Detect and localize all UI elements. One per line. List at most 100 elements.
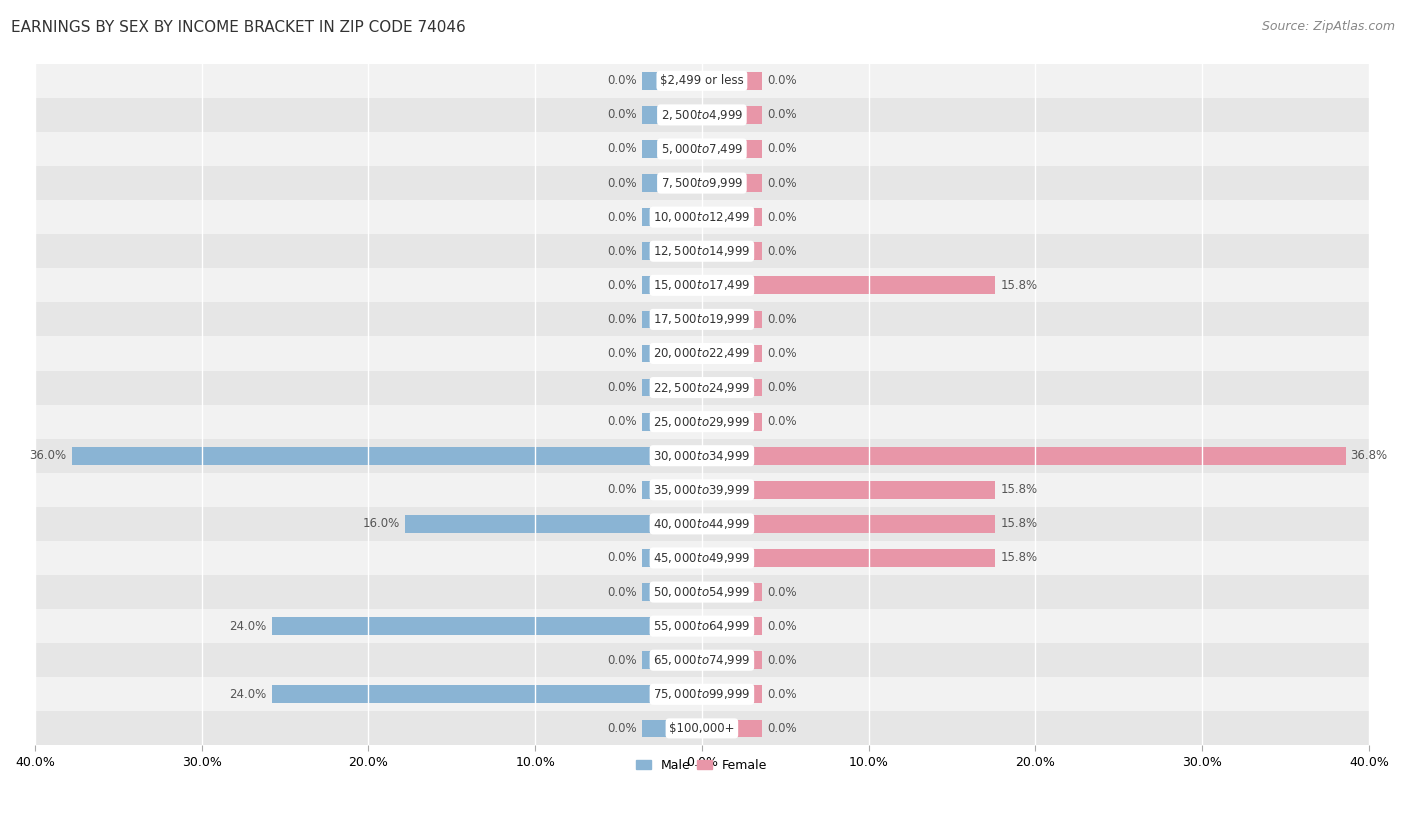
Bar: [733, 481, 995, 498]
Bar: [643, 379, 672, 397]
Text: 24.0%: 24.0%: [229, 620, 267, 633]
Bar: [643, 140, 672, 158]
Bar: [643, 106, 672, 124]
Text: 0.0%: 0.0%: [766, 585, 797, 598]
Bar: [35, 677, 1369, 711]
Bar: [643, 583, 672, 601]
Bar: [643, 72, 672, 89]
Text: $25,000 to $29,999: $25,000 to $29,999: [654, 415, 751, 428]
Text: 0.0%: 0.0%: [766, 142, 797, 155]
Bar: [35, 541, 1369, 575]
Text: 15.8%: 15.8%: [1000, 279, 1038, 292]
Text: 0.0%: 0.0%: [607, 142, 637, 155]
Text: 0.0%: 0.0%: [607, 74, 637, 87]
Text: $55,000 to $64,999: $55,000 to $64,999: [654, 620, 751, 633]
Bar: [35, 132, 1369, 166]
Bar: [405, 515, 672, 533]
Text: 0.0%: 0.0%: [607, 551, 637, 564]
Text: 0.0%: 0.0%: [607, 483, 637, 496]
Bar: [733, 447, 1346, 464]
Bar: [733, 413, 762, 431]
Bar: [733, 720, 762, 737]
Bar: [35, 234, 1369, 268]
Text: 36.0%: 36.0%: [30, 450, 66, 463]
Text: $30,000 to $34,999: $30,000 to $34,999: [654, 449, 751, 463]
Text: 36.8%: 36.8%: [1351, 450, 1388, 463]
Text: 0.0%: 0.0%: [766, 347, 797, 360]
Text: 0.0%: 0.0%: [607, 245, 637, 258]
Text: 16.0%: 16.0%: [363, 517, 401, 530]
Text: 0.0%: 0.0%: [766, 176, 797, 189]
Text: $20,000 to $22,499: $20,000 to $22,499: [654, 346, 751, 360]
Bar: [643, 276, 672, 294]
Bar: [733, 242, 762, 260]
Bar: [271, 617, 672, 635]
Text: 0.0%: 0.0%: [607, 585, 637, 598]
Bar: [643, 345, 672, 363]
Bar: [643, 481, 672, 498]
Text: 0.0%: 0.0%: [607, 654, 637, 667]
Text: 0.0%: 0.0%: [766, 381, 797, 394]
Bar: [271, 685, 672, 703]
Text: $45,000 to $49,999: $45,000 to $49,999: [654, 551, 751, 565]
Bar: [643, 651, 672, 669]
Text: 0.0%: 0.0%: [607, 176, 637, 189]
Text: 0.0%: 0.0%: [766, 620, 797, 633]
Text: $50,000 to $54,999: $50,000 to $54,999: [654, 585, 751, 599]
Text: 0.0%: 0.0%: [766, 108, 797, 121]
Bar: [733, 515, 995, 533]
Text: $5,000 to $7,499: $5,000 to $7,499: [661, 142, 744, 156]
Text: $12,500 to $14,999: $12,500 to $14,999: [654, 244, 751, 259]
Text: $15,000 to $17,499: $15,000 to $17,499: [654, 278, 751, 293]
Bar: [35, 302, 1369, 337]
Text: 0.0%: 0.0%: [607, 108, 637, 121]
Bar: [733, 685, 762, 703]
Text: $2,499 or less: $2,499 or less: [659, 74, 744, 87]
Bar: [643, 549, 672, 567]
Text: $17,500 to $19,999: $17,500 to $19,999: [654, 312, 751, 326]
Bar: [35, 200, 1369, 234]
Bar: [35, 575, 1369, 609]
Bar: [733, 140, 762, 158]
Text: 0.0%: 0.0%: [607, 415, 637, 428]
Bar: [733, 72, 762, 89]
Bar: [35, 337, 1369, 371]
Bar: [35, 405, 1369, 439]
Bar: [643, 174, 672, 192]
Bar: [35, 711, 1369, 746]
Text: 15.8%: 15.8%: [1000, 483, 1038, 496]
Bar: [35, 506, 1369, 541]
Bar: [733, 106, 762, 124]
Bar: [733, 208, 762, 226]
Text: 15.8%: 15.8%: [1000, 551, 1038, 564]
Text: 0.0%: 0.0%: [607, 279, 637, 292]
Bar: [643, 208, 672, 226]
Bar: [72, 447, 672, 464]
Text: 0.0%: 0.0%: [607, 722, 637, 735]
Bar: [733, 651, 762, 669]
Text: 0.0%: 0.0%: [607, 381, 637, 394]
Text: 0.0%: 0.0%: [766, 211, 797, 224]
Text: $75,000 to $99,999: $75,000 to $99,999: [654, 687, 751, 702]
Bar: [733, 311, 762, 328]
Bar: [35, 63, 1369, 98]
Bar: [733, 549, 995, 567]
Text: $2,500 to $4,999: $2,500 to $4,999: [661, 108, 744, 122]
Text: $65,000 to $74,999: $65,000 to $74,999: [654, 653, 751, 667]
Bar: [643, 720, 672, 737]
Text: 0.0%: 0.0%: [607, 313, 637, 326]
Legend: Male, Female: Male, Female: [631, 754, 772, 776]
Bar: [35, 268, 1369, 302]
Text: $100,000+: $100,000+: [669, 722, 735, 735]
Bar: [35, 473, 1369, 506]
Bar: [733, 617, 762, 635]
Text: 0.0%: 0.0%: [766, 415, 797, 428]
Text: 24.0%: 24.0%: [229, 688, 267, 701]
Text: $22,500 to $24,999: $22,500 to $24,999: [654, 380, 751, 394]
Text: 0.0%: 0.0%: [607, 211, 637, 224]
Text: 0.0%: 0.0%: [766, 245, 797, 258]
Bar: [733, 174, 762, 192]
Bar: [35, 439, 1369, 473]
Bar: [733, 345, 762, 363]
Bar: [643, 413, 672, 431]
